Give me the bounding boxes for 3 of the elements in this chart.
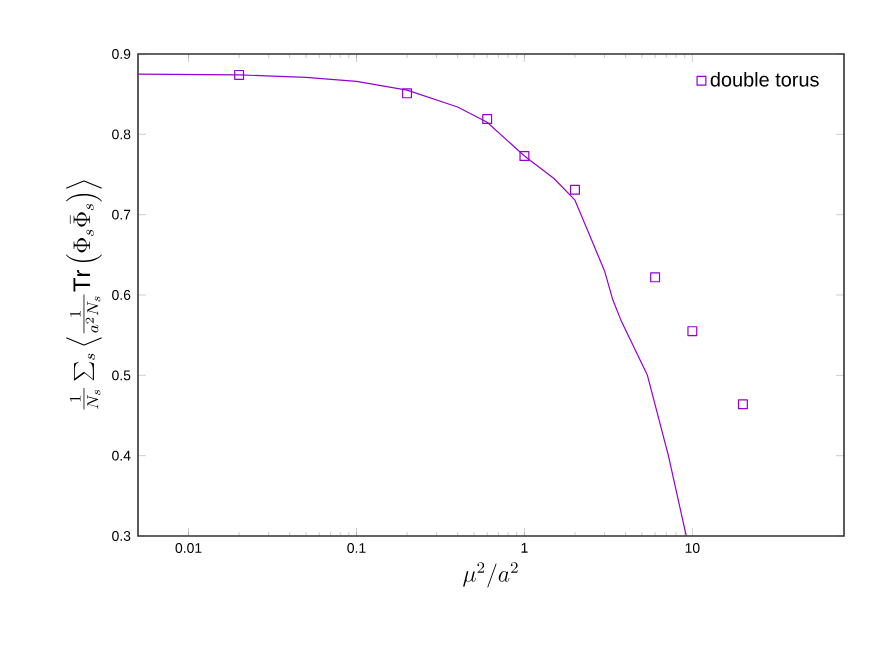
x-axis-title: $\mu^2/a^2$	[463, 562, 518, 588]
y-axis-title: $\frac{1}{N_s}\sum_s\left\langle\frac{1}{a^2N_s}\mathrm{Tr}\left(\Phi_s\bar{\Phi}_s\right)\right\rangle$	[66, 180, 102, 410]
legend-label: double torus	[710, 72, 819, 87]
